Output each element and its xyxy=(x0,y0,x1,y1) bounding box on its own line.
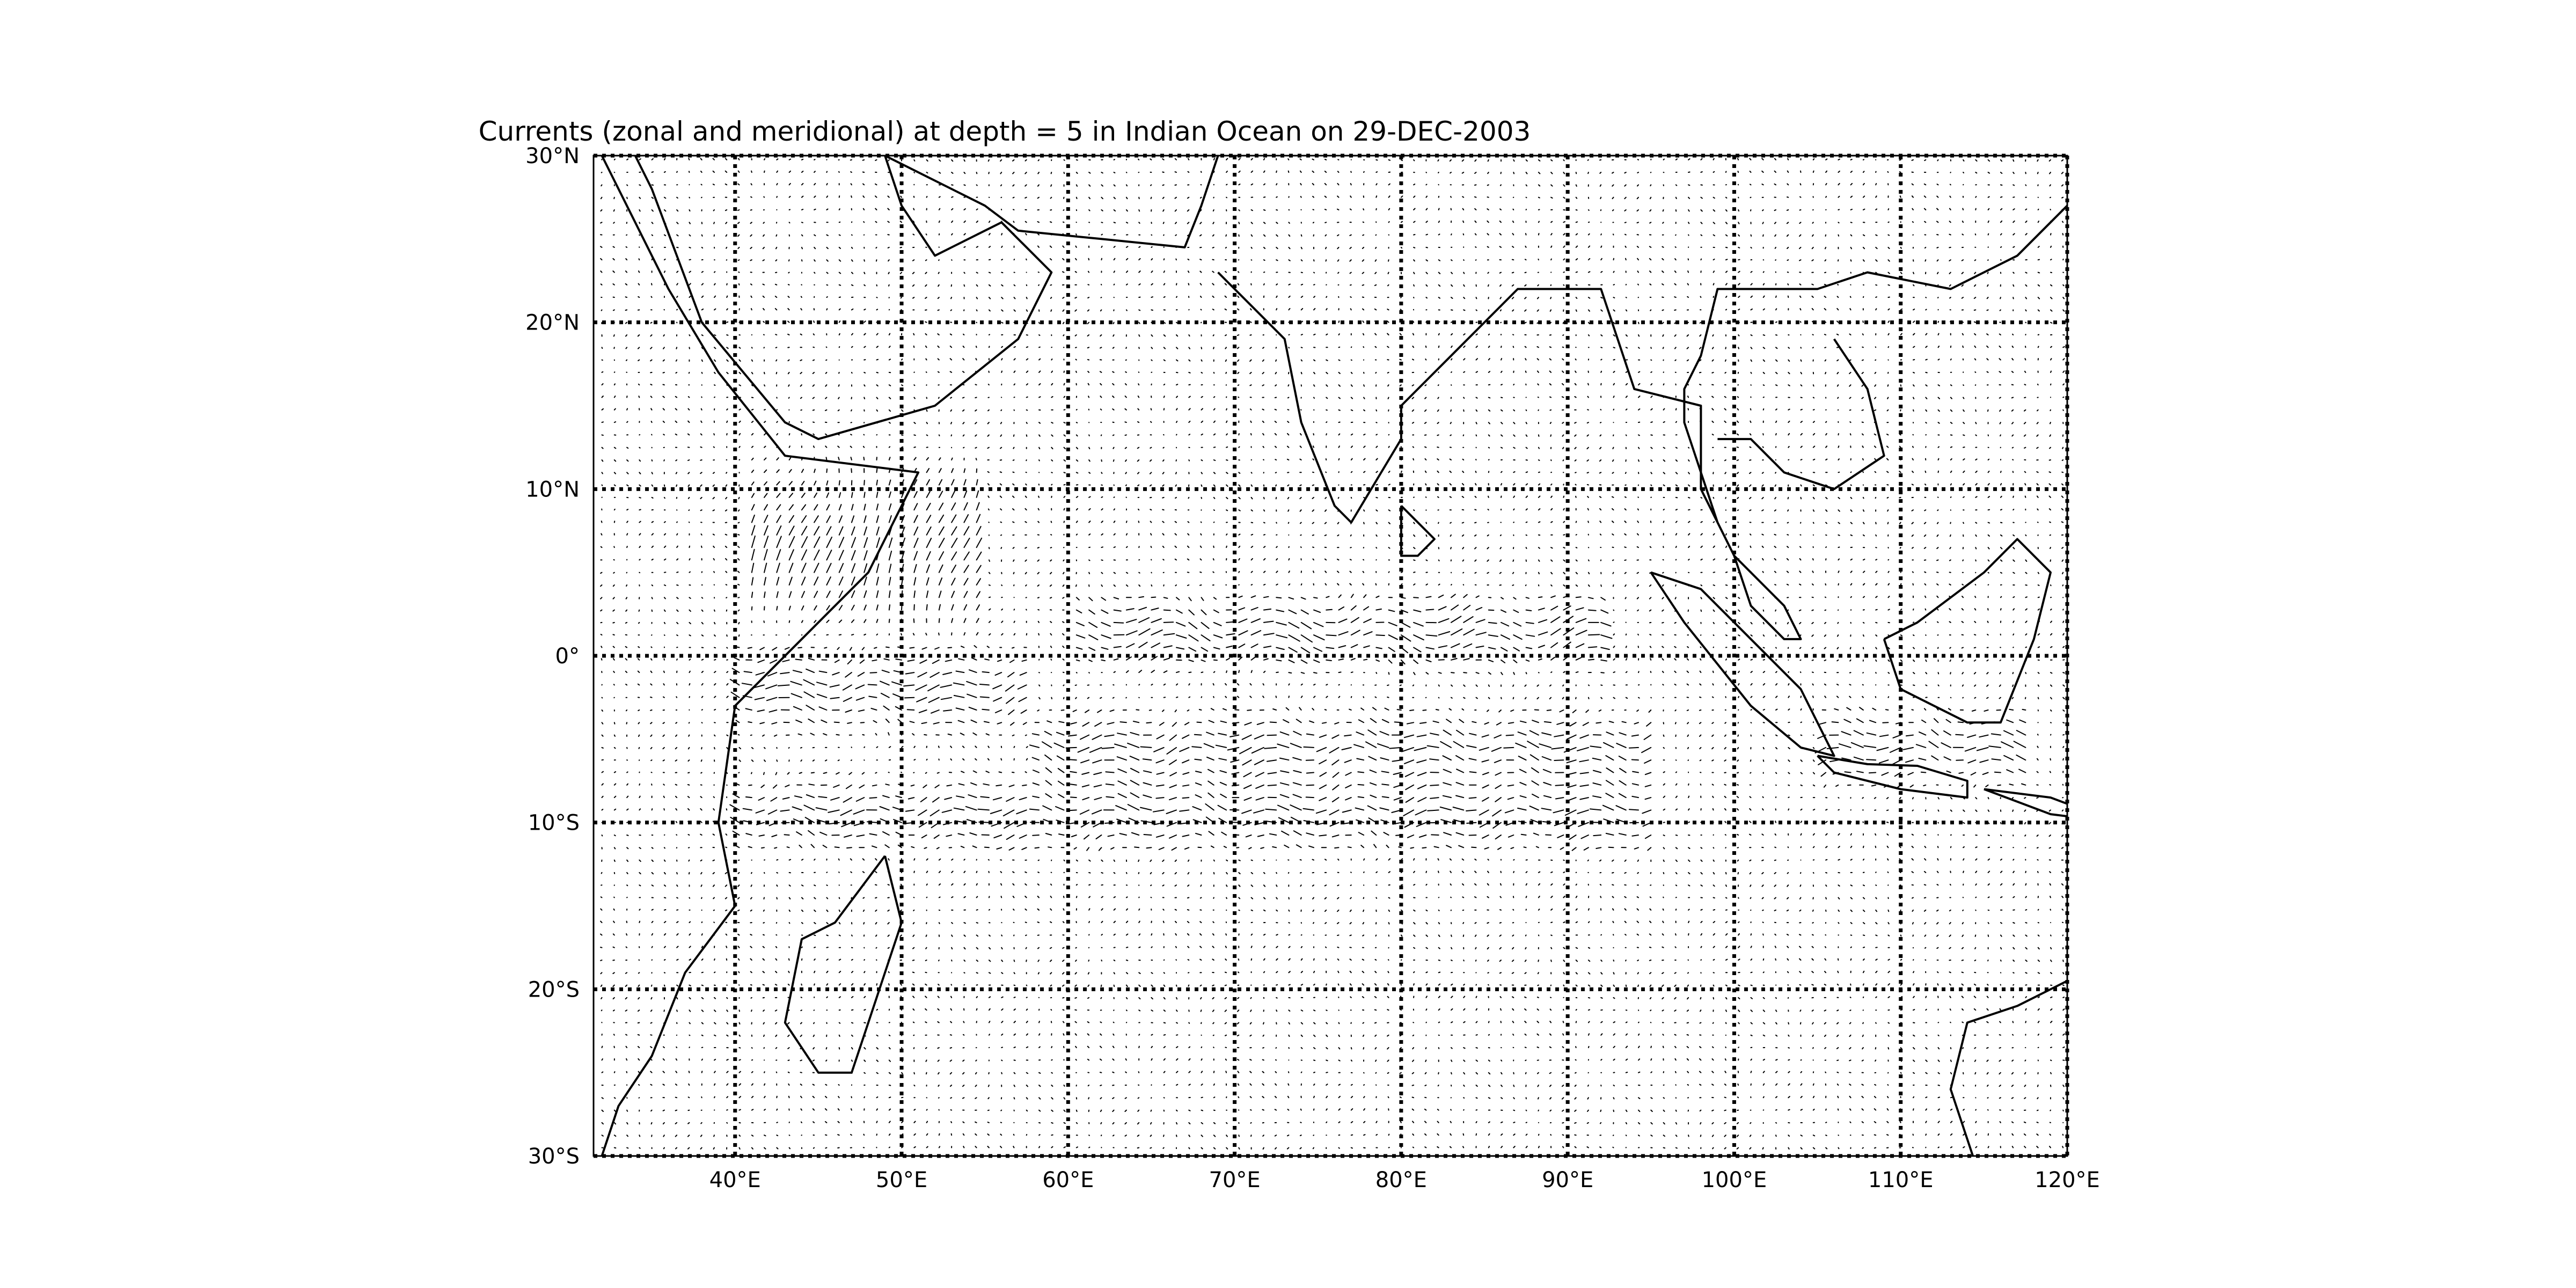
latitude-label: 0° xyxy=(555,644,580,669)
coastline-arabia xyxy=(634,156,1053,441)
current-vectors xyxy=(600,158,2065,1150)
coastline-java xyxy=(1817,755,1968,799)
longitude-tick-labels: 40°E 50°E 60°E 70°E 80°E 90°E 100°E 110°E 120°E xyxy=(709,1168,2100,1192)
coastline-sumatra xyxy=(1650,571,1835,757)
longitude-label: 40°E xyxy=(709,1168,761,1192)
longitude-label: 110°E xyxy=(1868,1168,1934,1192)
longitude-label: 60°E xyxy=(1042,1168,1094,1192)
coastline-australia xyxy=(1949,980,2067,1156)
vector-arrows xyxy=(600,158,2065,1150)
map-title: Currents (zonal and meridional) at depth… xyxy=(479,116,1531,147)
latitude-label: 10°N xyxy=(525,477,580,502)
coastline-nusa xyxy=(1984,788,2067,818)
coastline-indochina xyxy=(1717,338,1885,491)
latitude-label: 30°N xyxy=(525,144,580,169)
coastline-africa xyxy=(601,156,920,1156)
latitude-label: 20°N xyxy=(525,311,580,335)
longitude-label: 100°E xyxy=(1702,1168,1767,1192)
longitude-label: 120°E xyxy=(2035,1168,2100,1192)
longitude-label: 90°E xyxy=(1542,1168,1593,1192)
coastline-madagascar xyxy=(784,855,903,1074)
graticule xyxy=(594,153,2069,1158)
coastline-borneo xyxy=(1883,538,2052,724)
latitude-label: 20°S xyxy=(528,977,580,1002)
coastlines xyxy=(601,156,2067,1156)
longitude-label: 70°E xyxy=(1209,1168,1261,1192)
longitude-label: 80°E xyxy=(1375,1168,1427,1192)
longitude-label: 50°E xyxy=(876,1168,927,1192)
coastline-india_burma xyxy=(1217,204,2067,640)
plot-frame xyxy=(592,155,2068,1157)
latitude-label: 10°S xyxy=(528,811,580,836)
latitude-tick-labels: 30°N 20°N 10°N 0° 10°S 20°S 30°S xyxy=(525,144,580,1169)
coastline-sri_lanka xyxy=(1400,504,1436,557)
coastline-persia xyxy=(884,156,1219,248)
latitude-label: 30°S xyxy=(528,1144,580,1169)
